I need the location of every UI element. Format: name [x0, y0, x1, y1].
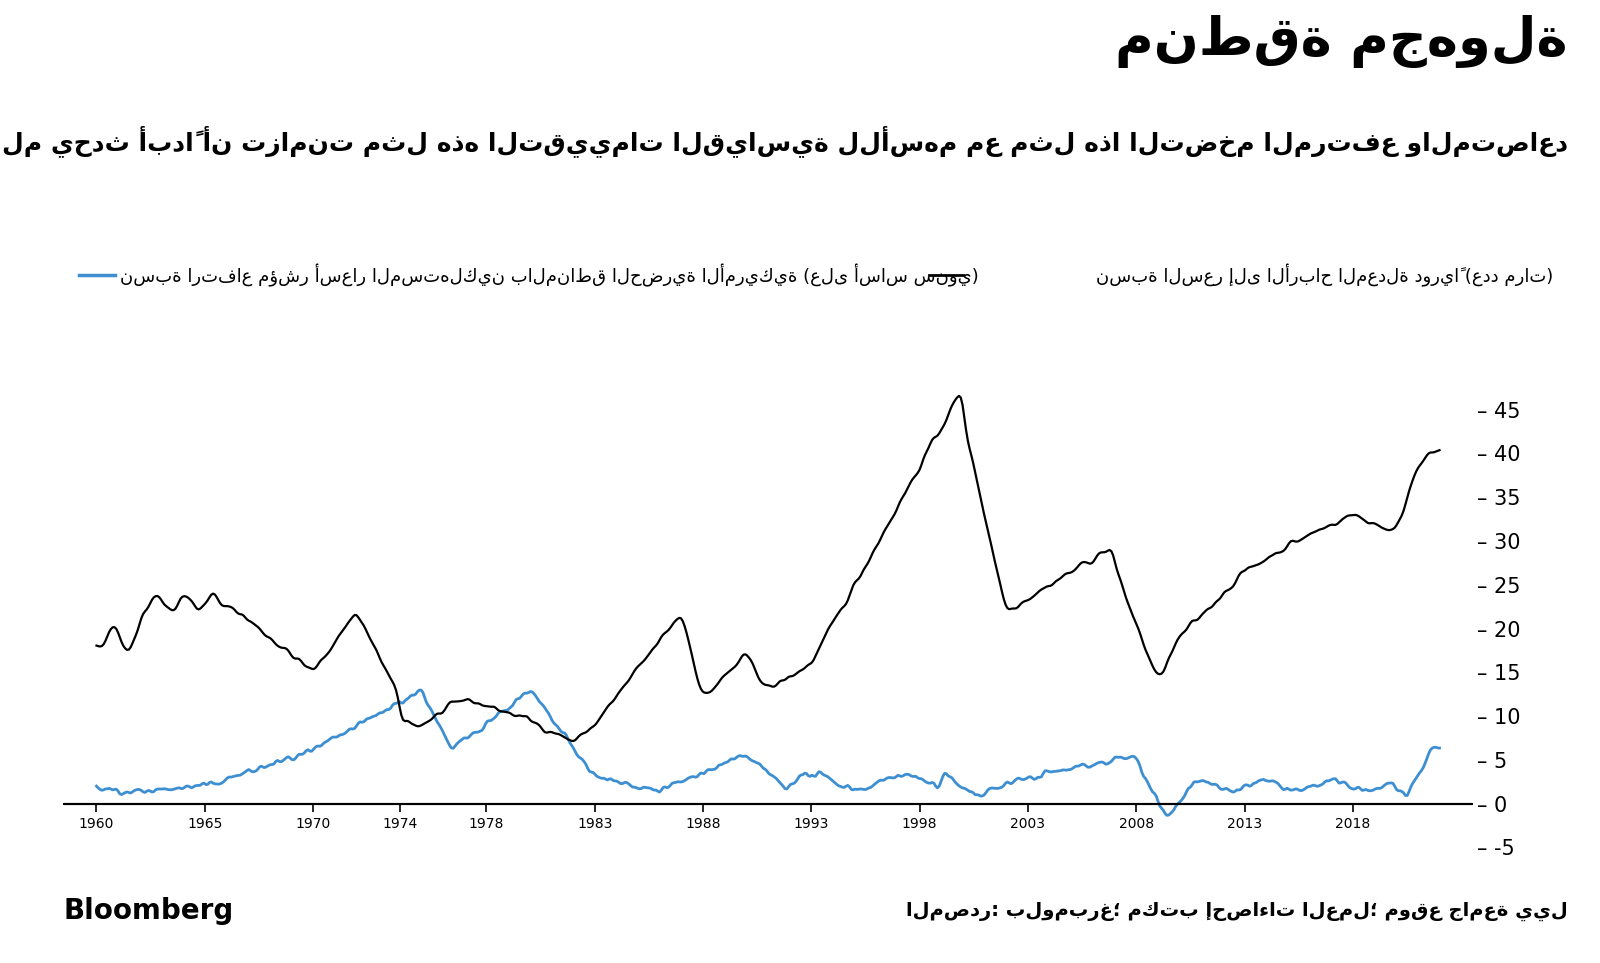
Text: Bloomberg: Bloomberg — [64, 897, 234, 925]
Text: نسبة ارتفاع مؤشر أسعار المستهلكين بالمناطق الحضرية الأمريكية (على أساس سنوي): نسبة ارتفاع مؤشر أسعار المستهلكين بالمنا… — [120, 264, 978, 287]
Text: منطقة مجهولة: منطقة مجهولة — [1115, 14, 1568, 68]
Text: نسبة السعر إلى الأرباح المعدلة دورياً (عدد مرات): نسبة السعر إلى الأرباح المعدلة دورياً (ع… — [1096, 264, 1554, 287]
Text: المصدر: بلومبرغ؛ مكتب إحصاءات العمل؛ موقع جامعة ييل: المصدر: بلومبرغ؛ مكتب إحصاءات العمل؛ موق… — [906, 901, 1568, 921]
Text: لم يحدث أبداً أن تزامنت مثل هذه التقييمات القياسية للأسهم مع مثل هذا التضخم المر: لم يحدث أبداً أن تزامنت مثل هذه التقييما… — [2, 125, 1568, 157]
